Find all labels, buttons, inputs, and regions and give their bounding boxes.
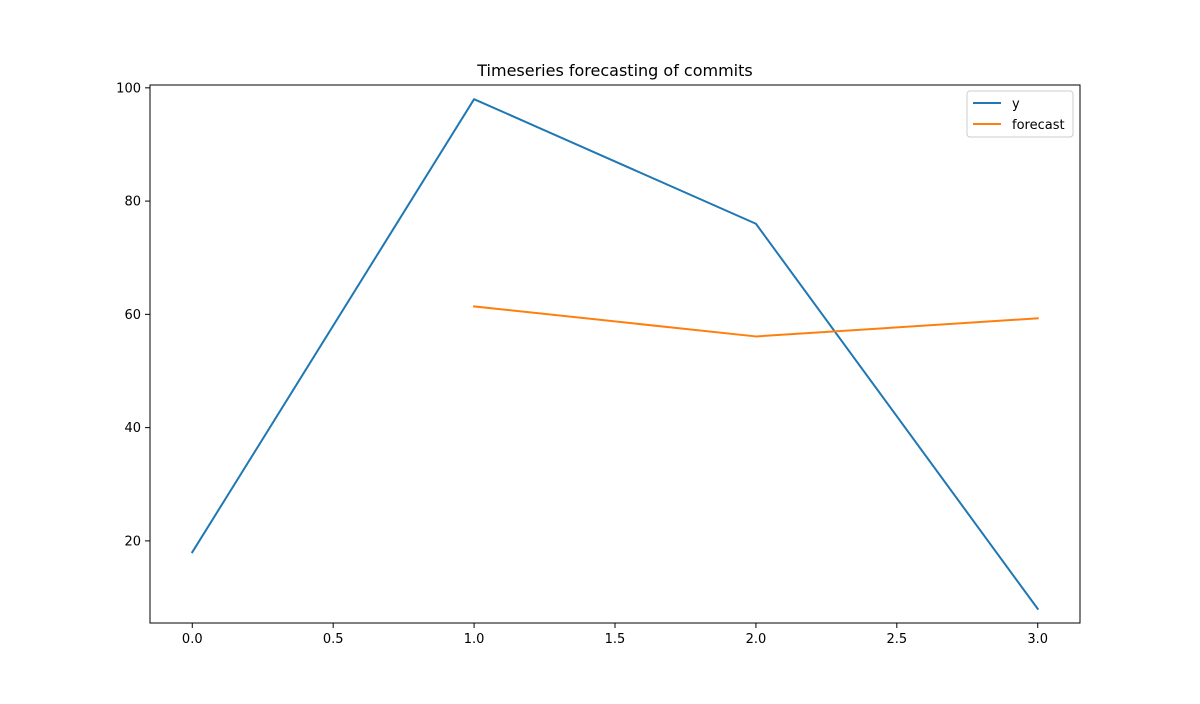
series-line-y xyxy=(190,98,1040,611)
series-layer xyxy=(190,98,1040,611)
x-tick-label: 1.5 xyxy=(605,632,626,647)
x-tick-label: 2.5 xyxy=(886,632,907,647)
legend-label-y: y xyxy=(1012,97,1020,112)
x-tick-label: 0.0 xyxy=(182,632,203,647)
y-tick-label: 20 xyxy=(124,534,141,549)
legend: y forecast xyxy=(966,90,1074,138)
x-tick-label: 1.0 xyxy=(464,632,485,647)
chart-title: Timeseries forecasting of commits xyxy=(476,61,752,80)
legend-label-forecast: forecast xyxy=(1012,118,1065,133)
y-tick-label: 60 xyxy=(124,308,141,323)
x-axis: 0.0 0.5 1.0 1.5 2.0 2.5 3.0 xyxy=(182,623,1048,647)
y-tick-label: 40 xyxy=(124,421,141,436)
x-tick-label: 0.5 xyxy=(323,632,344,647)
x-tick-label: 2.0 xyxy=(746,632,767,647)
series-line-forecast xyxy=(472,305,1039,338)
y-tick-label: 80 xyxy=(124,195,141,210)
y-tick-label: 100 xyxy=(116,81,141,96)
y-axis: 20 40 60 80 100 xyxy=(116,81,150,549)
x-tick-label: 3.0 xyxy=(1027,632,1048,647)
